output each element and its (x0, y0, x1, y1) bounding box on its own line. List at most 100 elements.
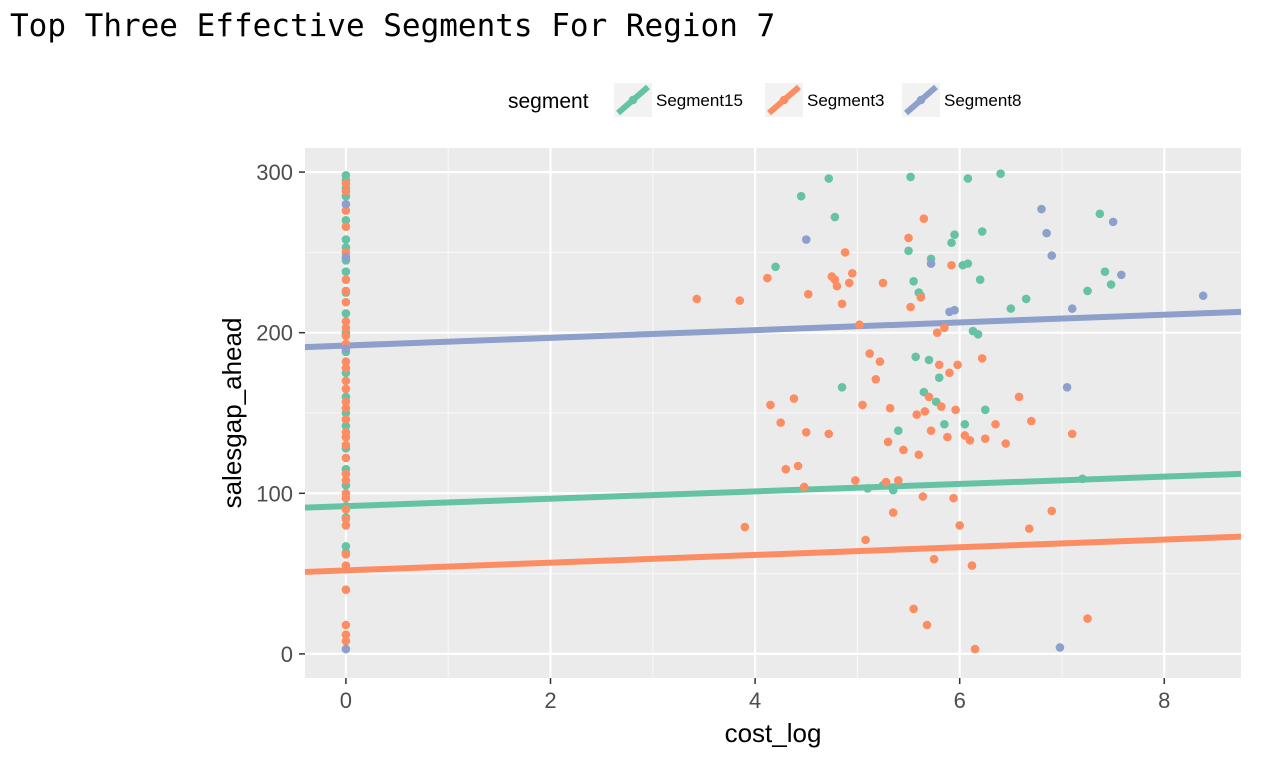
data-point-segment15 (894, 426, 903, 435)
data-point-segment3 (341, 363, 351, 373)
data-point-segment8 (950, 305, 959, 315)
data-point-segment3 (341, 453, 351, 463)
data-point-segment3 (1026, 416, 1036, 426)
x-tick-label: 2 (544, 688, 556, 713)
data-point-segment3 (799, 482, 809, 492)
data-point-segment15 (924, 355, 934, 365)
data-point-segment15 (830, 212, 840, 222)
data-point-segment3 (909, 604, 918, 614)
y-tick-label: 0 (281, 642, 293, 667)
data-point-segment8 (1037, 204, 1046, 214)
data-point-segment3 (341, 505, 351, 514)
x-tick-label: 6 (954, 688, 966, 713)
data-point-segment15 (888, 485, 898, 495)
data-point-segment3 (1001, 439, 1011, 448)
data-point-segment15 (824, 174, 834, 183)
data-point-segment3 (936, 402, 946, 411)
x-tick-label: 4 (749, 688, 761, 713)
legend-label-segment3: Segment3 (807, 91, 885, 110)
data-point-segment8 (341, 199, 351, 209)
data-point-segment3 (904, 233, 913, 243)
data-point-segment15 (950, 230, 959, 240)
data-point-segment3 (341, 275, 351, 284)
data-point-segment3 (803, 289, 813, 299)
data-point-segment8 (341, 252, 351, 262)
data-point-segment3 (916, 293, 926, 302)
data-point-segment3 (341, 620, 351, 630)
data-point-segment15 (1106, 280, 1116, 289)
data-point-segment3 (955, 521, 964, 530)
data-point-segment3 (949, 493, 958, 503)
data-point-segment3 (953, 360, 962, 370)
data-point-segment15 (963, 174, 973, 183)
x-axis-label: cost_log (725, 718, 822, 748)
data-point-segment3 (932, 328, 942, 337)
data-point-segment3 (865, 349, 874, 358)
data-point-segment8 (801, 235, 811, 244)
legend-key-point (779, 95, 789, 105)
data-point-segment3 (781, 464, 791, 474)
data-point-segment8 (926, 259, 936, 268)
trend-line-segment3 (304, 533, 1242, 575)
y-tick-label: 100 (256, 481, 293, 506)
minor-gridlines (305, 148, 1241, 678)
data-point-segment8 (1117, 270, 1126, 280)
data-point-segment3 (918, 492, 928, 501)
legend-label-segment15: Segment15 (656, 91, 743, 110)
data-point-segment3 (840, 248, 850, 257)
data-point-segment3 (945, 368, 954, 378)
x-tick-label: 0 (340, 688, 352, 713)
data-point-segment3 (883, 437, 893, 447)
data-point-segment3 (341, 585, 351, 594)
y-tick-label: 200 (256, 321, 293, 346)
data-point-segment3 (967, 561, 977, 570)
data-point-segment3 (980, 434, 990, 443)
data-point-segment3 (970, 644, 980, 654)
data-point-segment3 (919, 214, 929, 223)
data-point-segment15 (341, 309, 351, 318)
data-point-segment3 (341, 514, 351, 524)
data-point-segment15 (904, 246, 913, 256)
data-point-segment3 (888, 508, 898, 517)
data-point-segment8 (1062, 383, 1072, 392)
data-point-segment3 (341, 222, 351, 231)
data-point-segment3 (341, 317, 351, 326)
data-point-segment3 (341, 432, 351, 442)
data-point-segment3 (341, 331, 351, 341)
data-point-segment3 (934, 360, 944, 370)
data-point-segment3 (341, 561, 351, 570)
data-point-segment15 (341, 542, 351, 551)
data-point-segment3 (906, 302, 915, 312)
data-point-segment3 (341, 415, 351, 424)
data-point-segment3 (977, 354, 987, 363)
data-point-segment8 (341, 344, 351, 354)
data-point-segment15 (960, 419, 970, 429)
data-point-segment3 (858, 400, 867, 410)
data-point-segment15 (996, 169, 1005, 178)
data-point-segment15 (863, 484, 872, 493)
data-point-segment3 (951, 405, 960, 415)
data-point-segment3 (861, 535, 870, 545)
data-point-segment15 (940, 419, 949, 429)
data-point-segment8 (341, 644, 351, 654)
data-point-segment3 (1014, 392, 1024, 402)
data-point-segment8 (1067, 304, 1077, 313)
data-point-segment3 (341, 376, 351, 386)
data-point-segment15 (1083, 286, 1092, 296)
data-point-segment3 (341, 636, 351, 646)
data-point-segment8 (1198, 291, 1208, 301)
data-point-segment3 (1083, 614, 1092, 623)
legend-title: segment (508, 90, 589, 113)
data-point-segment3 (1024, 524, 1034, 533)
data-point-segment3 (692, 294, 702, 304)
data-point-segment15 (963, 259, 973, 268)
data-point-segment15 (934, 373, 944, 382)
data-point-segment3 (875, 357, 885, 366)
data-point-segment8 (1042, 228, 1051, 238)
data-point-segment3 (899, 445, 908, 455)
data-point-segment3 (844, 278, 854, 288)
data-point-segment15 (1006, 304, 1016, 313)
data-point-segment3 (851, 476, 860, 485)
data-point-segment3 (837, 299, 847, 309)
